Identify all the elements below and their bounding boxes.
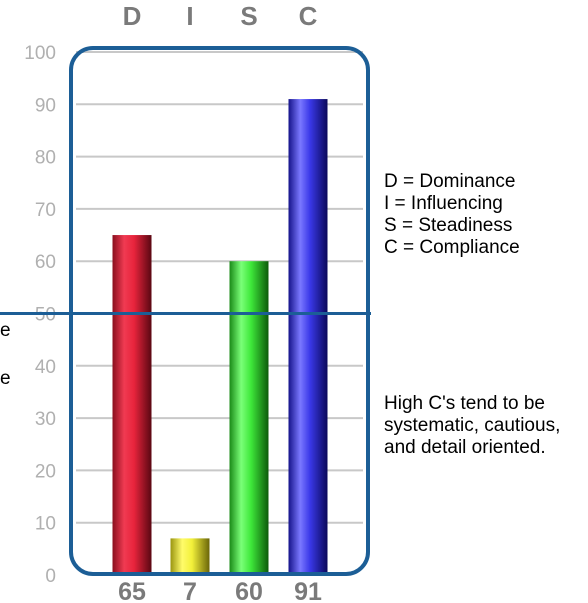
bar-i <box>170 538 210 575</box>
profile-note: High C's tend to be systematic, cautious… <box>384 393 561 458</box>
chart-frame <box>69 46 370 576</box>
legend-item-influencing: I = Influencing <box>384 193 503 214</box>
bar-s <box>229 261 269 575</box>
y-tick-label: 20 <box>35 461 56 482</box>
legend-item-compliance: C = Compliance <box>384 237 520 258</box>
legend-item-dominance: D = Dominance <box>384 171 516 192</box>
y-axis-tick-labels: 0102030405060708090100 <box>24 43 56 587</box>
bars <box>112 99 328 576</box>
bar-c <box>288 99 328 575</box>
edge-text-1: e <box>0 320 11 341</box>
y-tick-label: 70 <box>35 200 56 221</box>
category-label-s: S <box>240 1 257 31</box>
y-tick-label: 40 <box>35 357 56 378</box>
y-tick-label: 80 <box>35 148 56 169</box>
bar-d <box>112 235 152 576</box>
value-label-d: 65 <box>118 578 146 603</box>
value-label-i: 7 <box>183 578 197 603</box>
y-tick-label: 10 <box>35 514 56 535</box>
category-label-i: I <box>186 1 193 31</box>
value-label-c: 91 <box>294 578 322 603</box>
category-label-c: C <box>299 1 318 31</box>
category-label-d: D <box>123 1 142 31</box>
y-tick-label: 60 <box>35 252 56 273</box>
value-labels: 65 7 60 91 <box>118 578 322 603</box>
legend: D = Dominance I = Influencing S = Steadi… <box>384 171 520 259</box>
y-tick-label: 30 <box>35 409 56 430</box>
y-tick-label: 90 <box>35 95 56 116</box>
value-label-s: 60 <box>235 578 263 603</box>
edge-text-2: e <box>0 368 11 389</box>
y-tick-label: 0 <box>45 566 56 587</box>
legend-item-steadiness: S = Steadiness <box>384 215 513 236</box>
y-tick-label: 100 <box>24 43 56 64</box>
